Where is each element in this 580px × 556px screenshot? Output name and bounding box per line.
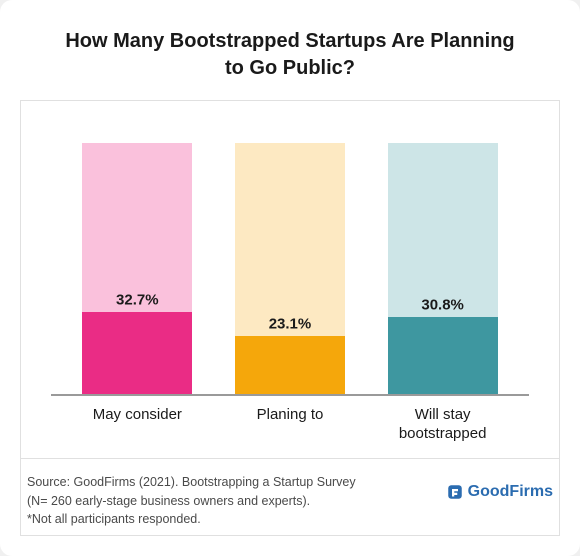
- chart-plot-area: 32.7% 23.1% 30.8% May consider Planing to Wi…: [21, 101, 559, 459]
- category-axis: May consider Planing to Will stay bootstra…: [51, 396, 529, 458]
- bar-segment-light: [82, 143, 192, 312]
- chart-title: How Many Bootstrapped Startups Are Plann…: [20, 28, 560, 82]
- bar-stack: 23.1%: [235, 143, 345, 394]
- bar-stack: 30.8%: [388, 143, 498, 394]
- bar-value-label: 32.7%: [82, 292, 192, 309]
- bar-value-label: 30.8%: [388, 296, 498, 313]
- source-line: Source: GoodFirms (2021). Bootstrapping …: [27, 473, 356, 492]
- chart-footer: Source: GoodFirms (2021). Bootstrapping …: [21, 459, 559, 535]
- category-label: Will stay bootstrapped: [388, 406, 498, 444]
- bar-segment-dark: 30.8%: [388, 317, 498, 394]
- category-label: May consider: [82, 406, 192, 444]
- bar-segment-light: [388, 143, 498, 317]
- chart-outer-frame: 32.7% 23.1% 30.8% May consider Planing to Wi…: [20, 100, 560, 536]
- bar-stack: 32.7%: [82, 143, 192, 394]
- source-line: (N= 260 early-stage business owners and …: [27, 492, 356, 511]
- bar-column: 30.8%: [388, 121, 498, 394]
- source-text: Source: GoodFirms (2021). Bootstrapping …: [27, 473, 356, 529]
- bar-segment-dark: 23.1%: [235, 336, 345, 394]
- bar-segment-dark: 32.7%: [82, 312, 192, 394]
- source-line: *Not all participants responded.: [27, 510, 356, 529]
- bar-column: 32.7%: [82, 121, 192, 394]
- logo-text: GoodFirms: [468, 483, 553, 501]
- bar-segment-light: [235, 143, 345, 336]
- goodfirms-logo: GoodFirms: [446, 473, 553, 501]
- category-label: Planing to: [235, 406, 345, 444]
- chart-card: How Many Bootstrapped Startups Are Plann…: [0, 0, 580, 556]
- goodfirms-icon: [446, 483, 464, 501]
- bar-column: 23.1%: [235, 121, 345, 394]
- bars-container: 32.7% 23.1% 30.8%: [51, 121, 529, 396]
- bar-value-label: 23.1%: [235, 316, 345, 333]
